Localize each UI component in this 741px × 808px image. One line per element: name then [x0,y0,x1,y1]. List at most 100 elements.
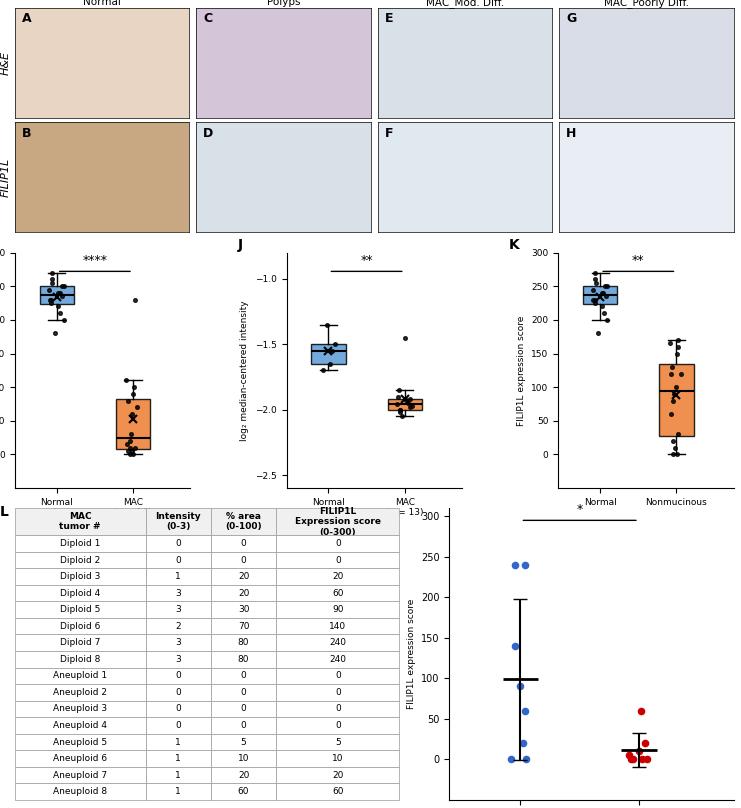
Title: MAC_Mod. Diff.: MAC_Mod. Diff. [426,0,504,8]
Text: D: D [203,127,213,140]
Point [127,388,139,401]
Text: G: G [566,12,576,26]
Point [394,403,406,416]
Point [665,368,677,381]
Point [589,273,601,286]
Point [590,276,602,289]
PathPatch shape [39,286,74,304]
Point [127,407,139,420]
Point [669,441,681,454]
Point [519,558,531,571]
Point [122,444,134,457]
Point [672,340,684,353]
Point [396,410,408,423]
Point [671,347,682,360]
Point [627,753,639,766]
PathPatch shape [388,399,422,410]
Point [670,381,682,393]
Point [124,435,136,448]
Point [635,705,647,718]
Point [126,444,138,457]
Title: MAC_Poorly Diff.: MAC_Poorly Diff. [604,0,689,8]
Point [58,280,70,292]
Point [519,705,531,718]
Y-axis label: FILIP1L: FILIP1L [1,158,10,197]
Point [406,399,418,412]
Point [46,267,58,280]
PathPatch shape [583,286,617,304]
Point [122,394,134,407]
Point [587,283,599,296]
Point [124,448,136,461]
Point [404,401,416,414]
Text: F: F [385,127,393,140]
Point [672,334,684,347]
Y-axis label: FILIP1L expression score: FILIP1L expression score [516,315,526,426]
Point [122,438,133,451]
Point [405,393,416,406]
Text: H: H [566,127,576,140]
Point [668,388,680,401]
Point [597,287,609,300]
Point [668,394,679,407]
Point [45,297,57,309]
Point [54,287,66,300]
Point [596,300,608,313]
Point [53,300,64,313]
Point [589,293,601,306]
Point [509,558,521,571]
Title: Normal: Normal [83,0,121,7]
Point [47,276,59,289]
Text: ****: **** [82,254,107,267]
Point [666,360,678,373]
Point [505,753,517,766]
Point [517,737,529,750]
Point [125,427,137,440]
Point [668,448,679,461]
Point [330,338,342,351]
Y-axis label: FILIP1L expression score: FILIP1L expression score [407,599,416,709]
Text: A: A [21,12,31,26]
Text: L: L [0,505,8,520]
Point [596,287,608,300]
Point [602,280,614,292]
Point [324,357,336,370]
Point [625,753,637,766]
Point [642,753,654,766]
Point [393,384,405,397]
Point [49,327,61,340]
Point [391,398,403,410]
Point [120,374,132,387]
Point [129,441,141,454]
Point [56,280,67,292]
PathPatch shape [659,364,694,436]
Point [598,307,610,320]
Point [321,318,333,331]
Point [394,406,406,419]
Point [399,331,411,344]
Point [639,737,651,750]
Point [589,297,601,309]
Y-axis label: log₂ median-centered intensity: log₂ median-centered intensity [240,300,250,440]
Text: **: ** [632,254,645,267]
Point [44,293,56,306]
Point [664,337,676,350]
Point [394,403,406,416]
Point [672,427,684,440]
Point [46,273,58,286]
Point [601,314,613,326]
PathPatch shape [311,344,345,364]
Point [514,680,526,693]
Point [668,435,679,448]
Point [665,407,677,420]
Point [124,441,136,454]
Text: C: C [203,12,213,26]
Point [600,290,612,303]
PathPatch shape [116,399,150,448]
Text: B: B [21,127,31,140]
Y-axis label: H&E: H&E [1,51,10,75]
Text: E: E [385,12,393,26]
Text: *: * [576,503,582,516]
Point [623,749,635,762]
Point [592,327,604,340]
